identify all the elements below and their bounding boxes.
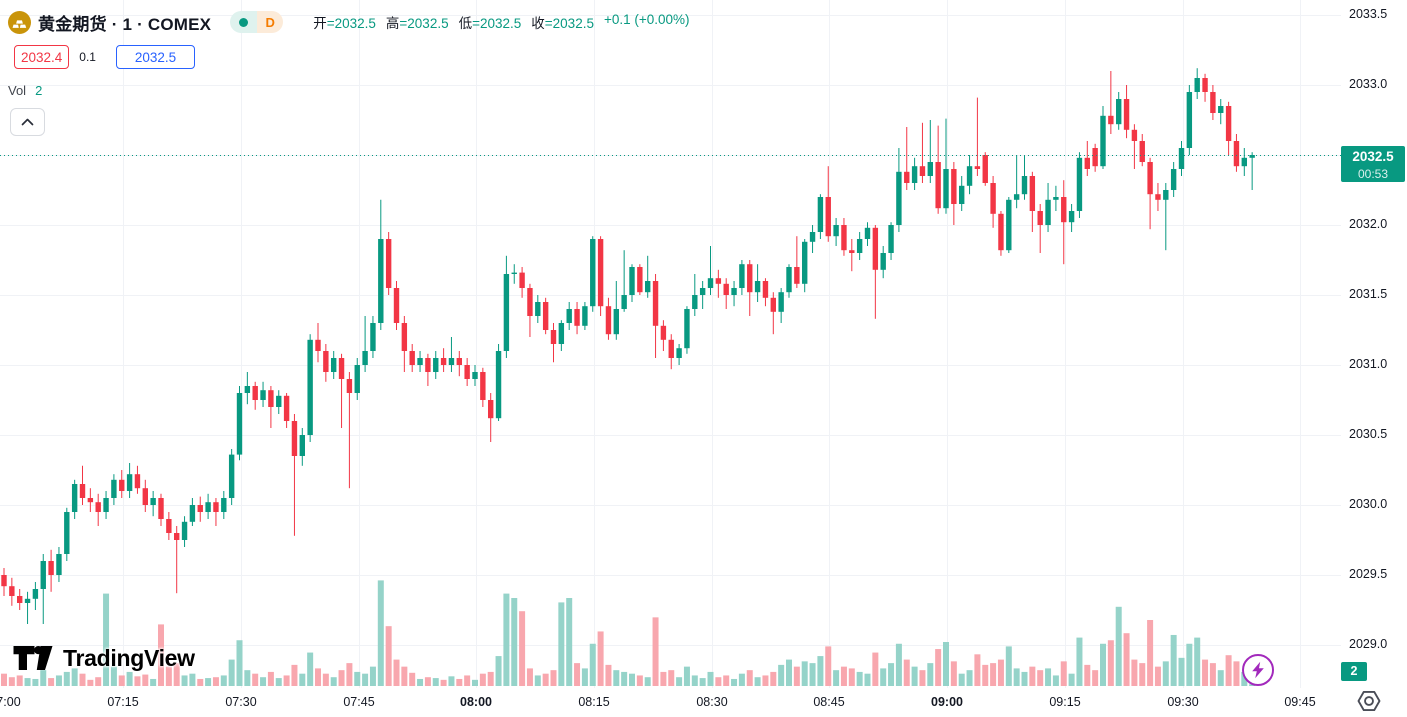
last-price-badge: 2032.5 00:53 [1341, 146, 1405, 182]
price-axis-label: 2029.5 [1349, 567, 1388, 581]
change-value: +0.1 (+0.00%) [603, 12, 690, 27]
ohlc-values: 开=2032.5 高=2032.5 低=2032.5 收=2032.5 +0.1 (+0… [313, 12, 689, 32]
price-axis-label: 2031.5 [1349, 287, 1388, 301]
ohlc-item: 开=2032.5 [313, 16, 376, 31]
time-axis-label: 09:30 [1167, 695, 1199, 709]
axis-settings-gear-icon[interactable] [1355, 687, 1383, 715]
volume-study-row: Vol 2 [8, 83, 690, 98]
candlestick-plot[interactable] [0, 0, 1341, 688]
ohlc-item: 高=2032.5 [385, 16, 449, 31]
time-axis-label: 08:00 [460, 695, 492, 709]
volume-study-value: 2 [35, 83, 43, 98]
price-axis[interactable]: 2033.5 2033.0 2032.0 2031.5 2031.0 2030.5 2030… [1341, 0, 1407, 689]
symbol-row: 黄金期货 · 1 · COMEX D 开=2032.5 高=2032.5 低=203… [8, 10, 690, 34]
time-axis-label: 07:00 [0, 695, 21, 709]
trade-buttons-row: 2032.4 0.1 2032.5 [14, 44, 690, 70]
legend: 黄金期货 · 1 · COMEX D 开=2032.5 高=2032.5 低=203… [8, 10, 690, 136]
time-axis-label: 08:15 [578, 695, 610, 709]
price-axis-label: 2031.0 [1349, 357, 1388, 371]
volume-study-label[interactable]: Vol [8, 83, 27, 98]
last-price-value: 2032.5 [1352, 149, 1394, 164]
lightning-bolt-icon [1252, 661, 1264, 679]
time-axis-label: 09:15 [1049, 695, 1081, 709]
time-axis-label: 09:00 [931, 695, 963, 709]
buy-price-button[interactable]: 2032.5 [115, 45, 195, 69]
gold-futures-icon [8, 10, 31, 34]
tradingview-logo-text: TradingView [63, 644, 195, 671]
price-axis-label: 2033.0 [1349, 77, 1388, 91]
time-axis-label: 07:15 [107, 695, 139, 709]
bar-countdown: 00:53 [1357, 167, 1389, 182]
chevron-up-icon [21, 118, 34, 126]
tradingview-mark-icon [13, 646, 53, 670]
ohlc-item: 低=2032.5 [458, 16, 522, 31]
time-axis-label: 07:45 [343, 695, 375, 709]
sell-price-button[interactable]: 2032.4 [14, 45, 70, 69]
price-axis-label: 2032.0 [1349, 217, 1388, 231]
time-axis-label: 08:30 [696, 695, 728, 709]
collapse-legend-button[interactable] [10, 108, 45, 136]
market-open-dot-icon [230, 11, 258, 33]
price-axis-label: 2030.5 [1349, 427, 1388, 441]
tradingview-logo[interactable]: TradingView [12, 641, 195, 675]
volume-badge: 2 [1341, 662, 1367, 681]
market-status-chip[interactable]: D [230, 11, 284, 33]
quick-trade-lightning-button[interactable] [1242, 654, 1274, 686]
price-axis-label: 2029.0 [1349, 637, 1388, 651]
price-axis-label: 2030.0 [1349, 497, 1388, 511]
spread-value: 0.1 [79, 50, 96, 64]
ohlc-item: 收=2032.5 [531, 16, 594, 31]
time-axis-label: 07:30 [225, 695, 257, 709]
time-axis-label: 08:45 [813, 695, 845, 709]
price-axis-label: 2033.5 [1349, 7, 1388, 21]
time-axis[interactable]: 07:00 07:15 07:30 07:45 08:00 08:15 08:30 08:45… [0, 689, 1341, 717]
symbol-title[interactable]: 黄金期货 · 1 · COMEX [38, 14, 212, 34]
time-axis-label: 09:45 [1284, 695, 1316, 709]
data-mode-badge: D [257, 11, 284, 33]
